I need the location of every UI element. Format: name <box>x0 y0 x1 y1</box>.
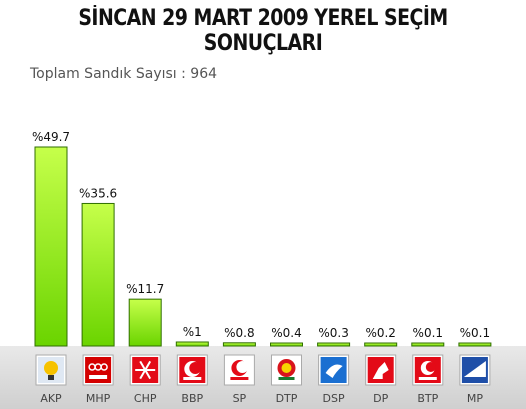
category-label-mhp: MHP <box>86 392 111 405</box>
bar-sp <box>222 342 256 347</box>
category-label-mp: MP <box>467 392 483 405</box>
sp-crescent-icon <box>223 354 255 386</box>
value-label-sp: %0.8 <box>224 326 255 340</box>
chart-title: SİNCAN 29 MART 2009 YEREL SEÇİM SONUÇLAR… <box>78 6 448 56</box>
btp-crescent-icon <box>412 354 444 386</box>
bar-mp <box>458 342 492 347</box>
category-label-btp: BTP <box>417 392 438 405</box>
bar-chp <box>128 298 162 347</box>
category-label-bbp: BBP <box>181 392 203 405</box>
bar-dsp <box>317 342 351 347</box>
value-label-dp: %0.2 <box>365 326 396 340</box>
chp-arrows-icon <box>129 354 161 386</box>
bar-bbp <box>175 341 209 347</box>
category-label-chp: CHP <box>134 392 157 405</box>
category-label-dsp: DSP <box>323 392 345 405</box>
mp-logo-icon <box>459 354 491 386</box>
category-label-dp: DP <box>373 392 388 405</box>
bar-dtp <box>270 342 303 347</box>
dtp-flower-icon <box>271 354 302 386</box>
mhp-crescents-icon <box>82 354 114 386</box>
category-label-sp: SP <box>233 392 247 405</box>
category-label-akp: AKP <box>40 392 62 405</box>
bar-mhp <box>81 202 115 347</box>
value-label-dtp: %0.4 <box>271 326 302 340</box>
value-label-chp: %11.7 <box>126 282 164 296</box>
value-label-akp: %49.7 <box>32 130 70 144</box>
dp-horse-icon <box>365 354 397 386</box>
value-label-mp: %0.1 <box>460 326 491 340</box>
value-label-mhp: %35.6 <box>79 186 117 200</box>
bbp-crescent-icon <box>176 354 208 386</box>
value-label-bbp: %1 <box>183 325 202 339</box>
bar-akp <box>34 146 68 347</box>
value-label-dsp: %0.3 <box>318 326 349 340</box>
bar-dp <box>364 342 398 347</box>
bar-btp <box>411 342 445 347</box>
category-label-dtp: DTP <box>276 392 298 405</box>
party-logos: AKP MHP CHP BBP SP DTP DSP DP BTP MP <box>35 354 491 405</box>
ballot-box-count: Toplam Sandık Sayısı : 964 <box>30 66 218 82</box>
value-label-btp: %0.1 <box>413 326 444 340</box>
axis-tray <box>0 346 526 409</box>
bars: %49.7 %35.6 %11.7 %1 %0.8 %0.4 %0.3 %0.2 %0.1 %0.… <box>32 130 492 347</box>
dsp-dove-icon <box>318 354 350 386</box>
akp-bulb-icon <box>35 354 67 386</box>
